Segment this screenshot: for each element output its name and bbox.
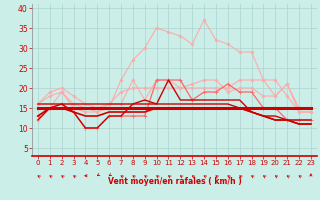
- X-axis label: Vent moyen/en rafales ( km/h ): Vent moyen/en rafales ( km/h ): [108, 177, 241, 186]
